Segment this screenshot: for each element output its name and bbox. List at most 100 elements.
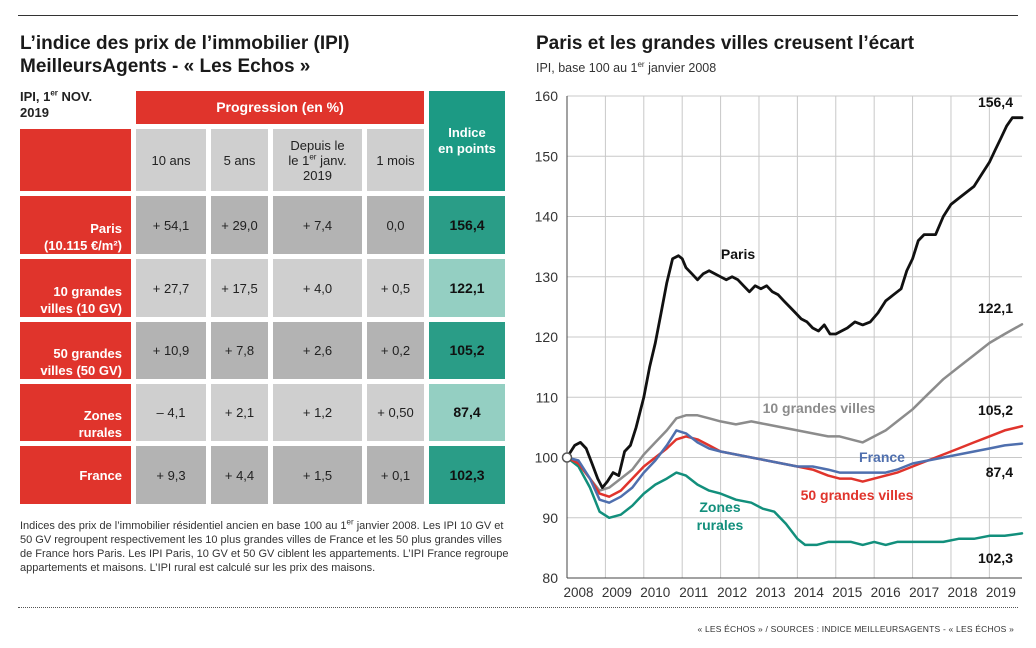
- col-header-5ans-text: 5 ans: [223, 152, 256, 168]
- col-header-1mois-text: 1 mois: [376, 152, 415, 168]
- notes-sup: er: [346, 517, 354, 527]
- x-tick-label: 2012: [717, 585, 747, 600]
- notes-part-a: Indices des prix de l’immobilier résiden…: [20, 520, 347, 532]
- y-tick-label: 130: [535, 269, 559, 285]
- cell-france-depuis-value: + 1,5: [302, 467, 333, 483]
- series-line-50-grandes-villes: [565, 424, 1024, 498]
- indice-header-line1: Indice: [448, 125, 486, 140]
- row-header-france-l1: France: [79, 467, 122, 483]
- series-label: Zones: [699, 499, 740, 515]
- y-tick-label: 90: [542, 510, 558, 526]
- cell-50gv-1mois: + 0,2: [367, 322, 424, 379]
- ipi-date-label: IPI, 1er NOV. 2019: [20, 89, 92, 121]
- x-tick-label: 2014: [794, 585, 825, 600]
- cell-rurales-5ans: + 2,1: [211, 384, 268, 441]
- cell-10gv-indice-value: 122,1: [449, 279, 485, 296]
- cell-10gv-indice: 122,1: [429, 259, 505, 317]
- series-label: rurales: [697, 517, 744, 533]
- cell-rurales-5ans-value: + 2,1: [224, 405, 255, 420]
- chart-subtitle: IPI, base 100 au 1er janvier 2008: [536, 60, 717, 76]
- col-header-10ans-text: 10 ans: [151, 152, 191, 168]
- series-end-value: 105,2: [978, 402, 1013, 418]
- cell-10gv-1mois: + 0,5: [367, 259, 424, 317]
- y-tick-label: 120: [535, 329, 559, 345]
- ipi-label-sup: er: [50, 88, 58, 98]
- cell-10gv-5ans: + 17,5: [211, 259, 268, 317]
- series-end-value: 122,1: [978, 300, 1013, 316]
- cell-rurales-10ans: – 4,1: [136, 384, 206, 441]
- cell-paris-indice-value: 156,4: [449, 216, 485, 233]
- chart-subtitle-a: IPI, base 100 au 1: [536, 61, 638, 75]
- notes-part-b: janvier 2008. Les IPI 10 GV et 50 GV reg…: [20, 520, 509, 574]
- cell-10gv-depuis: + 4,0: [273, 259, 362, 317]
- x-tick-label: 2011: [679, 585, 708, 600]
- series-label: 50 grandes villes: [801, 487, 914, 503]
- col-header-depuis: Depuis le le 1er janv. 2019: [273, 129, 362, 191]
- x-tick-label: 2008: [563, 585, 593, 600]
- row-header-rurales-l2: rurales: [78, 425, 122, 440]
- methodology-notes: Indices des prix de l’immobilier résiden…: [20, 517, 510, 575]
- row-header-50gv-l2: villes (50 GV): [40, 363, 122, 378]
- col-header-10ans: 10 ans: [136, 129, 206, 191]
- table-title: L’indice des prix de l’immobilier (IPI) …: [20, 32, 349, 78]
- col-header-depuis-l3: 2019: [303, 167, 332, 183]
- indice-header-line2: en points: [438, 141, 496, 156]
- x-tick-label: 2017: [909, 585, 939, 600]
- line-chart: 80 90 100 110 120 130 140 150 160 2008 2009 2010 201…: [535, 88, 1024, 600]
- ipi-label-year: 2019: [20, 105, 49, 120]
- y-tick-label: 150: [535, 148, 559, 164]
- cell-rurales-1mois-value: + 0,50: [377, 405, 414, 420]
- cell-50gv-5ans: + 7,8: [211, 322, 268, 379]
- cell-france-indice-value: 102,3: [449, 466, 485, 483]
- x-tick-label: 2019: [986, 585, 1016, 600]
- cell-france-5ans-value: + 4,4: [224, 467, 255, 483]
- row-header-paris-l1: Paris: [90, 221, 122, 236]
- cell-50gv-10ans: + 10,9: [136, 322, 206, 379]
- base-point-marker: [561, 452, 573, 463]
- indice-header: Indice en points: [429, 91, 505, 191]
- ipi-label-b: NOV.: [57, 89, 93, 104]
- col-header-depuis-l2a: le 1: [288, 152, 310, 168]
- row-header-france: France: [20, 446, 131, 504]
- row-header-50gv-l1: 50 grandes: [53, 346, 122, 361]
- row-header-10gv-l2: villes (10 GV): [40, 301, 122, 316]
- series-line-paris: [565, 116, 1024, 489]
- cell-paris-depuis-value: + 7,4: [302, 217, 333, 233]
- cell-rurales-depuis-value: + 1,2: [302, 405, 333, 420]
- cell-50gv-indice-value: 105,2: [449, 342, 485, 358]
- chart-subtitle-b: janvier 2008: [644, 61, 717, 75]
- row-header-10gv-l1: 10 grandes: [53, 284, 122, 299]
- cell-paris-1mois: 0,0: [367, 196, 424, 254]
- cell-50gv-1mois-value: + 0,2: [380, 343, 411, 358]
- cell-10gv-5ans-value: + 17,5: [221, 280, 258, 296]
- y-tick-label: 100: [535, 450, 559, 466]
- series-end-value: 102,3: [978, 550, 1013, 566]
- row-header-50gv: 50 grandes villes (50 GV): [20, 322, 131, 379]
- bottom-rule: [18, 607, 1018, 608]
- x-tick-label: 2018: [947, 585, 977, 600]
- y-tick-label: 140: [535, 209, 559, 225]
- table-title-line1: L’indice des prix de l’immobilier (IPI): [20, 33, 350, 54]
- series-end-value: 156,4: [978, 94, 1013, 110]
- row-header-paris: Paris (10.115 €/m²): [20, 196, 131, 254]
- source-credit: « LES ÉCHOS » / SOURCES : INDICE MEILLEU…: [697, 624, 1014, 634]
- series-line-zones-rurales: [565, 456, 1024, 547]
- cell-rurales-indice: 87,4: [429, 384, 505, 441]
- ipi-label-a: IPI, 1: [20, 89, 51, 104]
- cell-france-1mois: + 0,1: [367, 446, 424, 504]
- x-tick-label: 2016: [871, 585, 901, 600]
- cell-rurales-10ans-value: – 4,1: [156, 405, 186, 420]
- cell-50gv-depuis-value: + 2,6: [302, 343, 333, 358]
- row-header-rurales: Zones rurales: [20, 384, 131, 441]
- cell-paris-10ans: + 54,1: [136, 196, 206, 254]
- y-tick-label: 110: [536, 389, 559, 405]
- cell-paris-indice: 156,4: [429, 196, 505, 254]
- row-header-paris-l2: (10.115 €/m²): [43, 238, 122, 253]
- row-header-rurales-l1: Zones: [83, 408, 122, 423]
- cell-50gv-depuis: + 2,6: [273, 322, 362, 379]
- cell-france-depuis: + 1,5: [273, 446, 362, 504]
- top-rule: [18, 15, 1018, 16]
- progression-header: Progression (en %): [136, 91, 424, 124]
- cell-paris-5ans: + 29,0: [211, 196, 268, 254]
- col-header-depuis-sup: er: [309, 152, 317, 162]
